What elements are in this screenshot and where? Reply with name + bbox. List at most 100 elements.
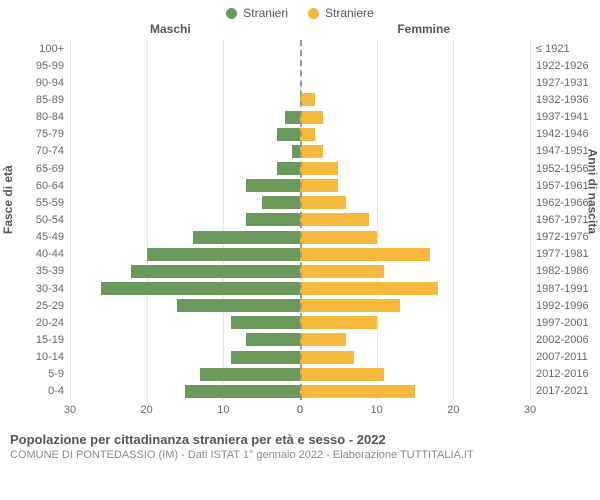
x-tick: 10 [217,404,229,416]
bar-male [262,196,300,209]
bar-female [300,111,323,124]
x-tick: 20 [141,404,153,416]
age-label: 20-24 [8,317,64,329]
age-label: 10-14 [8,351,64,363]
birth-year-label: 1957-1961 [536,180,596,192]
bar-male [277,162,300,175]
bar-female [300,179,338,192]
birth-year-label: 1927-1931 [536,77,596,89]
bar-male [246,333,300,346]
bar-male [292,145,300,158]
birth-year-label: 2017-2021 [536,385,596,397]
age-label: 75-79 [8,128,64,140]
legend-swatch-male [226,8,237,19]
x-axis: 30201000102030 [70,404,530,420]
bar-male [177,299,300,312]
birth-year-label: 2012-2016 [536,368,596,380]
birth-year-label: 2007-2011 [536,351,596,363]
birth-year-label: 1977-1981 [536,248,596,260]
bar-female [300,299,400,312]
x-tick: 20 [447,404,459,416]
plot-area: 100+≤ 192195-991922-192690-941927-193185… [70,40,530,400]
age-label: 80-84 [8,111,64,123]
legend-swatch-female [308,8,319,19]
age-label: 45-49 [8,231,64,243]
header-female: Femmine [397,22,450,36]
age-label: 0-4 [8,385,64,397]
bar-female [300,351,354,364]
age-label: 100+ [8,43,64,55]
age-label: 85-89 [8,94,64,106]
birth-year-label: 1952-1956 [536,163,596,175]
bar-female [300,316,377,329]
age-label: 90-94 [8,77,64,89]
bar-male [131,265,300,278]
grid-line [530,40,531,400]
age-label: 15-19 [8,334,64,346]
age-label: 55-59 [8,197,64,209]
bar-male [147,248,300,261]
birth-year-label: 1972-1976 [536,231,596,243]
bar-female [300,282,438,295]
age-label: 25-29 [8,300,64,312]
age-label: 30-34 [8,283,64,295]
footer: Popolazione per cittadinanza straniera p… [0,428,600,461]
bar-female [300,162,338,175]
bar-female [300,196,346,209]
birth-year-label: 1922-1926 [536,60,596,72]
bar-male [200,368,300,381]
bar-male [246,213,300,226]
birth-year-label: 1967-1971 [536,214,596,226]
bar-female [300,385,415,398]
birth-year-label: 1982-1986 [536,265,596,277]
age-label: 95-99 [8,60,64,72]
age-label: 65-69 [8,163,64,175]
age-label: 5-9 [8,368,64,380]
age-label: 40-44 [8,248,64,260]
center-axis [300,40,302,400]
x-tick: 0 [297,404,303,416]
birth-year-label: 2002-2006 [536,334,596,346]
age-label: 35-39 [8,265,64,277]
legend-item-female: Straniere [308,6,374,20]
bar-male [231,316,300,329]
birth-year-label: 1937-1941 [536,111,596,123]
column-headers: Maschi Femmine [0,22,600,40]
bar-female [300,231,377,244]
bar-female [300,93,315,106]
legend-label-female: Straniere [325,6,374,20]
birth-year-label: 1987-1991 [536,283,596,295]
bar-male [185,385,300,398]
header-male: Maschi [150,22,191,36]
birth-year-label: 1997-2001 [536,317,596,329]
birth-year-label: 1962-1966 [536,197,596,209]
chart: Fasce di età Anni di nascita 100+≤ 19219… [0,40,600,428]
birth-year-label: 1942-1946 [536,128,596,140]
bar-male [277,128,300,141]
legend-label-male: Stranieri [243,6,288,20]
chart-subtitle: COMUNE DI PONTEDASSIO (IM) - Dati ISTAT … [10,449,590,461]
legend: Stranieri Straniere [0,0,600,22]
bar-female [300,368,384,381]
birth-year-label: 1932-1936 [536,94,596,106]
chart-title: Popolazione per cittadinanza straniera p… [10,432,590,447]
bar-male [231,351,300,364]
bar-male [246,179,300,192]
age-label: 70-74 [8,145,64,157]
bar-male [285,111,300,124]
legend-item-male: Stranieri [226,6,288,20]
age-label: 60-64 [8,180,64,192]
bar-female [300,265,384,278]
birth-year-label: 1992-1996 [536,300,596,312]
bar-female [300,248,430,261]
bar-female [300,213,369,226]
bar-female [300,128,315,141]
bar-male [101,282,300,295]
birth-year-label: ≤ 1921 [536,43,596,55]
bar-female [300,145,323,158]
x-tick: 30 [524,404,536,416]
bar-male [193,231,300,244]
age-label: 50-54 [8,214,64,226]
x-tick: 30 [64,404,76,416]
x-tick: 10 [371,404,383,416]
